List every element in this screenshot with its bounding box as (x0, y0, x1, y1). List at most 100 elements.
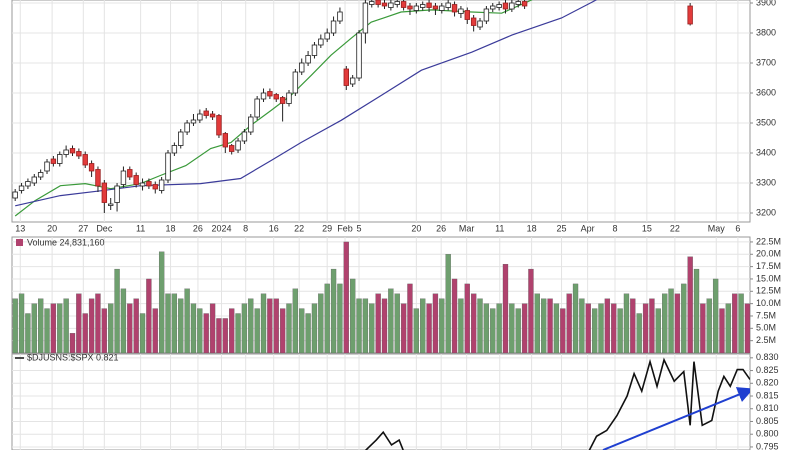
volume-bar (572, 283, 579, 353)
candle-body (184, 122, 190, 133)
candle-body (388, 2, 394, 8)
candle-body (369, 1, 375, 5)
candle-body (324, 32, 330, 40)
candle-body (69, 148, 76, 154)
y-tick-label: 15.0M (756, 273, 781, 283)
candle-body (381, 2, 388, 7)
volume-bar (203, 313, 209, 353)
volume-bar (681, 283, 687, 353)
volume-bar (292, 288, 299, 353)
volume-bar (311, 303, 318, 353)
candle-body (63, 149, 69, 155)
volume-bar (127, 303, 133, 353)
volume-bar (108, 303, 114, 353)
volume-bar (439, 298, 445, 353)
volume-bar (114, 268, 120, 353)
x-tick-label: 15 (642, 223, 652, 233)
volume-bar (432, 293, 439, 353)
candle-body (203, 110, 209, 116)
x-tick-label: 22 (294, 223, 304, 233)
volume-bar (229, 308, 235, 353)
candle-body (413, 5, 420, 11)
candle-body (458, 8, 464, 14)
y-tick-label: 17.5M (756, 261, 781, 271)
volume-bar (178, 298, 184, 353)
volume-bar (267, 298, 273, 353)
x-tick-label: 18 (527, 223, 537, 233)
candle-body (426, 2, 432, 8)
y-tick-label: 0.825 (756, 365, 779, 375)
volume-bar (165, 293, 171, 353)
x-tick-label: 26 (436, 223, 446, 233)
volume-bar (337, 283, 343, 353)
y-tick-label: 3500 (756, 117, 776, 127)
candle-body (120, 170, 127, 185)
candle-body (127, 169, 133, 178)
x-tick-label: 8 (612, 223, 617, 233)
candle-body (687, 5, 693, 25)
volume-bar (732, 293, 738, 353)
x-tick-label: 16 (269, 223, 279, 233)
volume-bar (381, 298, 388, 353)
volume-bar (464, 283, 470, 353)
volume-bar (744, 303, 750, 353)
candle-body (18, 185, 25, 191)
volume-bar (324, 283, 330, 353)
candle-body (407, 5, 413, 10)
volume-bar (566, 293, 572, 353)
candle-body (216, 115, 222, 136)
x-tick-label: 26 (193, 223, 203, 233)
volume-bar (693, 268, 700, 353)
candle-body (222, 133, 229, 148)
x-tick-label: 11 (136, 223, 145, 233)
volume-bar (222, 318, 228, 353)
y-tick-label: 0.830 (756, 352, 779, 362)
volume-bar (407, 283, 413, 353)
x-tick-label: 20 (411, 223, 421, 233)
volume-bar (636, 313, 642, 353)
volume-bar (76, 293, 82, 353)
candle-body (356, 32, 362, 79)
candle-body (133, 175, 139, 185)
plot-area (364, 357, 750, 450)
x-tick-label: 20 (47, 223, 57, 233)
candle-body (521, 1, 528, 7)
candle-body (44, 161, 50, 172)
volume-bar (413, 308, 419, 353)
volume-bar (700, 303, 706, 353)
volume-bar (216, 318, 222, 353)
volume-bar (617, 308, 623, 353)
x-tick-label: 27 (78, 223, 88, 233)
y-tick-label: 3300 (756, 177, 776, 187)
y-tick-label: 2.5M (756, 335, 776, 345)
volume-bar (120, 288, 127, 353)
candle-body (330, 20, 337, 34)
volume-bar (171, 293, 178, 353)
candle-body (228, 145, 235, 152)
candle-body (260, 92, 267, 100)
volume-bar (44, 308, 50, 353)
volume-bar (139, 313, 146, 353)
candle-body (178, 131, 184, 146)
y-tick-label: 3600 (756, 87, 776, 97)
candle-body (95, 169, 101, 187)
volume-bar (687, 256, 693, 353)
y-tick-label: 5.0M (756, 323, 776, 333)
volume-bar (483, 303, 490, 353)
x-tick-label: 5 (357, 223, 362, 233)
volume-bar (369, 303, 375, 353)
volume-bar (534, 293, 540, 353)
volume-bar (445, 254, 451, 353)
y-tick-label: 10.0M (756, 298, 781, 308)
x-tick-label: 18 (166, 223, 176, 233)
volume-bar (591, 308, 598, 353)
y-tick-label: 0.810 (756, 403, 779, 413)
candle-body (445, 2, 451, 8)
volume-bar (611, 303, 617, 353)
candle-body (292, 71, 299, 94)
x-tick-label: 29 (322, 223, 332, 233)
volume-bar (394, 293, 400, 353)
candle-body (88, 163, 95, 172)
volume-bar (420, 298, 426, 353)
